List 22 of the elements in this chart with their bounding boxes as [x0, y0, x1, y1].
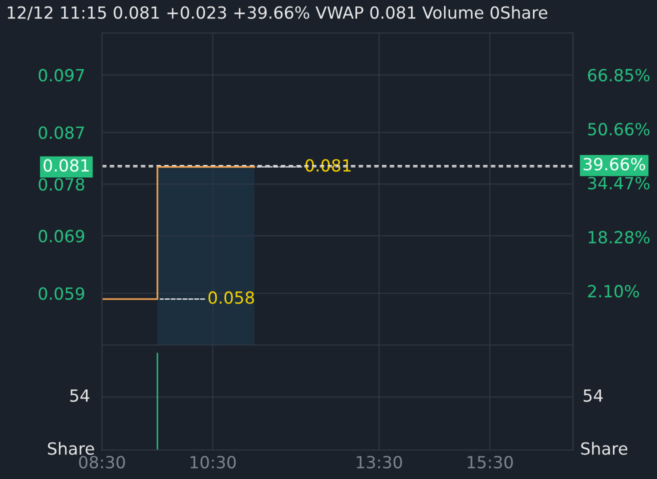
- x-tick-label: 15:30: [468, 456, 513, 468]
- y2-tick-label: 50.66%: [588, 122, 650, 136]
- y-tick-label: 0.078: [38, 178, 84, 191]
- y-axis-title: Share: [48, 442, 94, 455]
- y2-axis-title: Share: [581, 442, 628, 455]
- ref-line-label: 54: [584, 389, 603, 402]
- annotation: 0.058: [208, 291, 254, 304]
- ref-line-label: 39.66%: [584, 158, 646, 170]
- y-tick-label: 0.087: [38, 126, 84, 139]
- chart-title: 12/12 11:15 0.081 +0.023 +39.66% VWAP 0.081 Volume 0Share: [8, 6, 548, 20]
- x-tick-label: 13:30: [356, 456, 402, 468]
- x-tick-label: 08:30: [79, 456, 125, 468]
- y2-tick-label: 2.10%: [588, 284, 639, 298]
- ref-line-label: 0.081: [44, 159, 89, 172]
- x-tick-label: 10:30: [190, 456, 236, 468]
- y2-tick-label: 66.85%: [588, 68, 650, 82]
- y2-tick-label: 34.47%: [588, 176, 650, 190]
- y-tick-label: 0.059: [38, 287, 84, 300]
- y2-tick-label: 18.28%: [588, 230, 650, 244]
- text: 54: [70, 389, 90, 402]
- y-tick-label: 0.097: [38, 68, 84, 82]
- y-tick-label: 0.069: [38, 230, 84, 242]
